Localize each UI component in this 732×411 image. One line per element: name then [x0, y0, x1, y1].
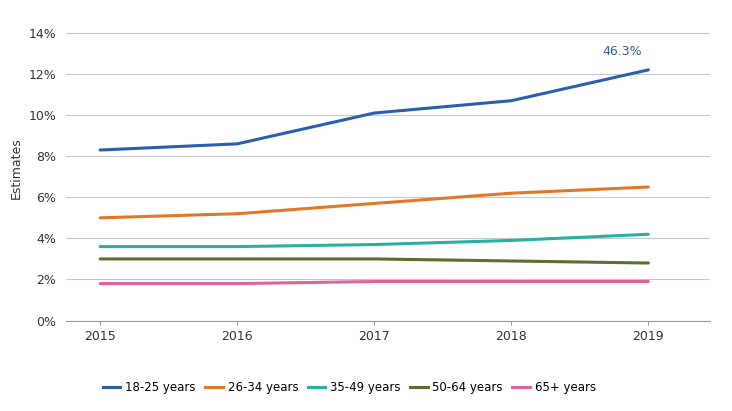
26-34 years — [96, 215, 105, 220]
26-34 years — [370, 201, 378, 206]
65+ years — [644, 279, 653, 284]
Y-axis label: Estimates: Estimates — [10, 138, 23, 199]
Text: 46.3%: 46.3% — [602, 44, 641, 58]
18-25 years — [233, 141, 242, 146]
35-49 years — [233, 244, 242, 249]
18-25 years — [370, 111, 378, 115]
Line: 18-25 years: 18-25 years — [100, 70, 649, 150]
50-64 years — [370, 256, 378, 261]
18-25 years — [644, 67, 653, 72]
50-64 years — [233, 256, 242, 261]
65+ years — [507, 279, 516, 284]
26-34 years — [507, 191, 516, 196]
50-64 years — [644, 261, 653, 266]
Legend: 18-25 years, 26-34 years, 35-49 years, 50-64 years, 65+ years: 18-25 years, 26-34 years, 35-49 years, 5… — [102, 381, 596, 394]
35-49 years — [370, 242, 378, 247]
26-34 years — [644, 185, 653, 189]
Line: 26-34 years: 26-34 years — [100, 187, 649, 218]
50-64 years — [507, 259, 516, 263]
18-25 years — [507, 98, 516, 103]
35-49 years — [507, 238, 516, 243]
35-49 years — [644, 232, 653, 237]
35-49 years — [96, 244, 105, 249]
65+ years — [96, 281, 105, 286]
Line: 50-64 years: 50-64 years — [100, 259, 649, 263]
65+ years — [233, 281, 242, 286]
26-34 years — [233, 211, 242, 216]
65+ years — [370, 279, 378, 284]
50-64 years — [96, 256, 105, 261]
18-25 years — [96, 148, 105, 152]
Line: 35-49 years: 35-49 years — [100, 234, 649, 247]
Line: 65+ years: 65+ years — [100, 282, 649, 284]
